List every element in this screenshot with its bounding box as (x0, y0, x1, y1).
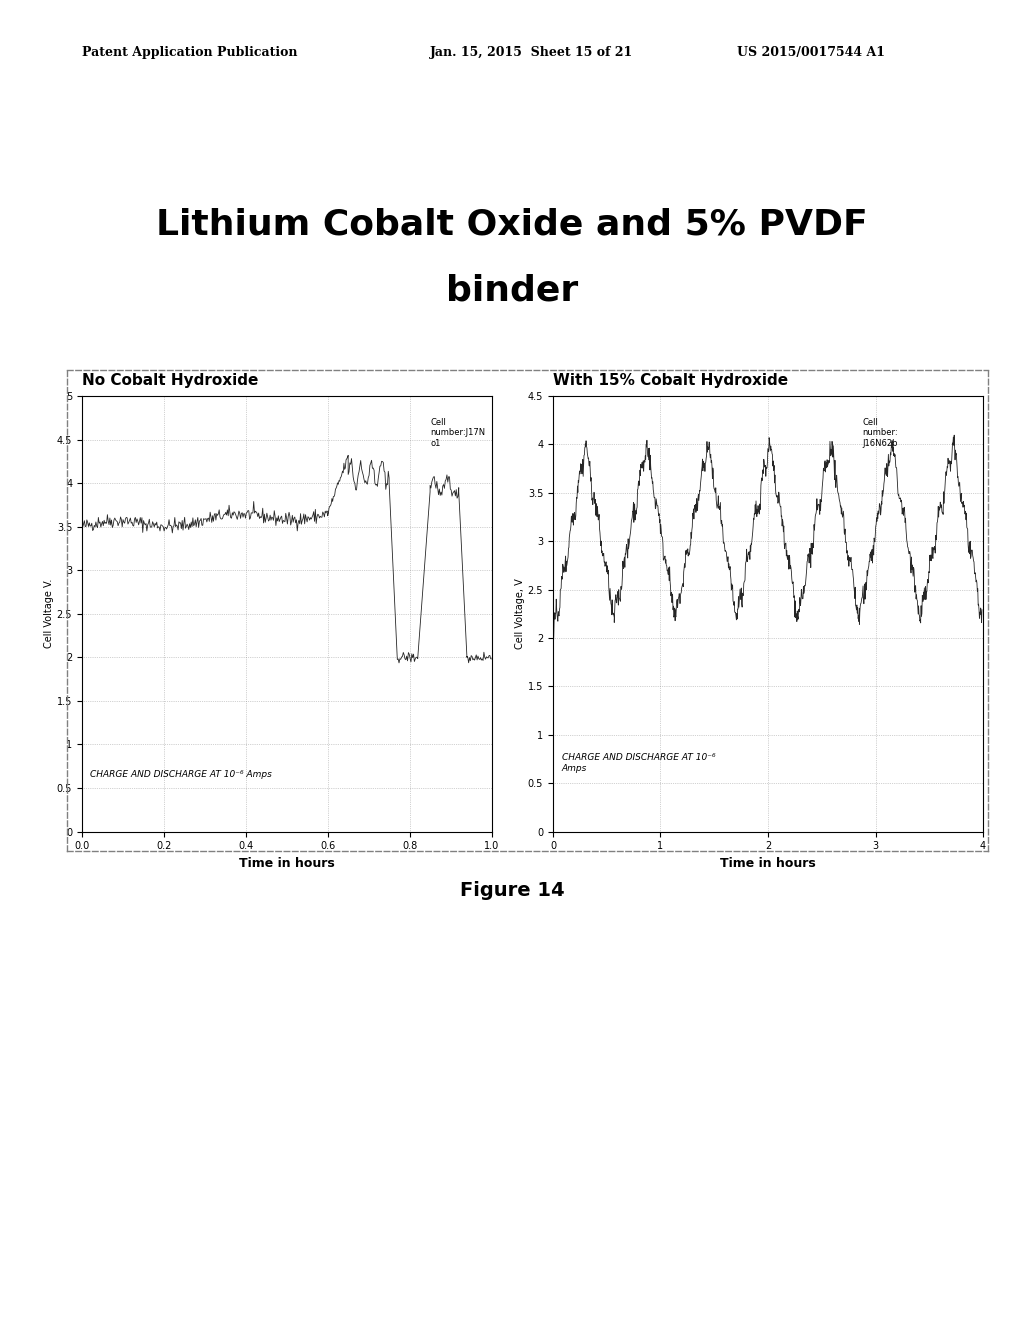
Text: Cell
number:J17N
o1: Cell number:J17N o1 (430, 418, 485, 447)
Text: US 2015/0017544 A1: US 2015/0017544 A1 (737, 46, 886, 59)
Text: Jan. 15, 2015  Sheet 15 of 21: Jan. 15, 2015 Sheet 15 of 21 (430, 46, 633, 59)
Text: Lithium Cobalt Oxide and 5% PVDF: Lithium Cobalt Oxide and 5% PVDF (156, 207, 868, 242)
Text: CHARGE AND DISCHARGE AT 10⁻⁶ Amps: CHARGE AND DISCHARGE AT 10⁻⁶ Amps (90, 771, 272, 779)
Text: Patent Application Publication: Patent Application Publication (82, 46, 297, 59)
Text: CHARGE AND DISCHARGE AT 10⁻⁶
Amps: CHARGE AND DISCHARGE AT 10⁻⁶ Amps (561, 754, 715, 772)
Y-axis label: Cell Voltage, V: Cell Voltage, V (515, 578, 525, 649)
Text: Figure 14: Figure 14 (460, 882, 564, 900)
Y-axis label: Cell Voltage V.: Cell Voltage V. (44, 579, 54, 648)
Text: Cell
number:
J16N62b: Cell number: J16N62b (862, 418, 898, 447)
X-axis label: Time in hours: Time in hours (239, 857, 335, 870)
Text: No Cobalt Hydroxide: No Cobalt Hydroxide (82, 372, 258, 388)
Text: binder: binder (445, 273, 579, 308)
X-axis label: Time in hours: Time in hours (720, 857, 816, 870)
Text: With 15% Cobalt Hydroxide: With 15% Cobalt Hydroxide (553, 372, 788, 388)
